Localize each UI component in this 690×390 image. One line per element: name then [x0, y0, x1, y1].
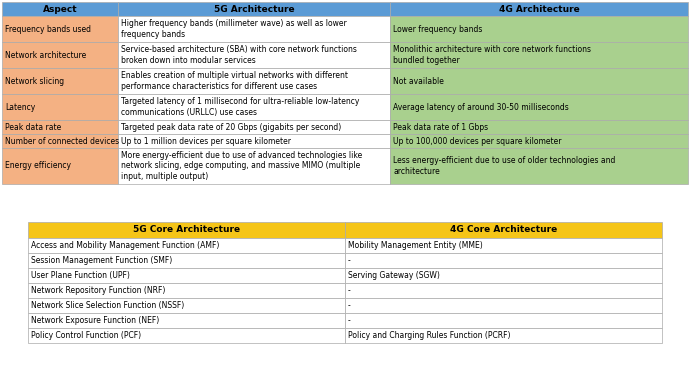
Text: Network slicing: Network slicing — [5, 76, 64, 85]
Bar — [390, 148, 688, 184]
Bar — [2, 68, 118, 94]
Text: 4G Core Architecture: 4G Core Architecture — [450, 225, 557, 234]
Bar — [118, 42, 390, 68]
Bar — [345, 313, 662, 328]
Text: Mobility Management Entity (MME): Mobility Management Entity (MME) — [348, 241, 483, 250]
Text: Up to 1 million devices per square kilometer: Up to 1 million devices per square kilom… — [121, 136, 291, 145]
Text: Average latency of around 30-50 milliseconds: Average latency of around 30-50 millisec… — [393, 103, 569, 112]
Text: Latency: Latency — [5, 103, 35, 112]
Bar — [390, 120, 688, 134]
Text: Serving Gateway (SGW): Serving Gateway (SGW) — [348, 271, 440, 280]
Text: 4G Architecture: 4G Architecture — [499, 5, 580, 14]
Text: Network architecture: Network architecture — [5, 50, 86, 60]
Text: Network Exposure Function (NEF): Network Exposure Function (NEF) — [31, 316, 159, 325]
Bar — [118, 68, 390, 94]
Bar — [118, 94, 390, 120]
Text: Policy and Charging Rules Function (PCRF): Policy and Charging Rules Function (PCRF… — [348, 331, 511, 340]
Text: Energy efficiency: Energy efficiency — [5, 161, 71, 170]
Text: Frequency bands used: Frequency bands used — [5, 25, 91, 34]
Bar — [390, 134, 688, 148]
Bar — [345, 298, 662, 313]
Bar — [2, 134, 118, 148]
Bar — [118, 16, 390, 42]
Bar — [390, 2, 688, 16]
Bar — [345, 253, 662, 268]
Bar — [345, 328, 662, 343]
Text: 5G Architecture: 5G Architecture — [214, 5, 295, 14]
Text: Targeted latency of 1 millisecond for ultra-reliable low-latency
communications : Targeted latency of 1 millisecond for ul… — [121, 97, 359, 117]
Text: Targeted peak data rate of 20 Gbps (gigabits per second): Targeted peak data rate of 20 Gbps (giga… — [121, 122, 342, 131]
Text: Up to 100,000 devices per square kilometer: Up to 100,000 devices per square kilomet… — [393, 136, 562, 145]
Bar — [28, 283, 345, 298]
Bar — [28, 238, 345, 253]
Bar — [345, 268, 662, 283]
Text: Enables creation of multiple virtual networks with different
performance charact: Enables creation of multiple virtual net… — [121, 71, 348, 91]
Bar — [2, 94, 118, 120]
Bar — [345, 238, 662, 253]
Bar — [28, 298, 345, 313]
Bar — [390, 68, 688, 94]
Bar — [345, 222, 662, 238]
Bar — [2, 120, 118, 134]
Text: Network Repository Function (NRF): Network Repository Function (NRF) — [31, 286, 166, 295]
Bar — [390, 94, 688, 120]
Bar — [28, 313, 345, 328]
Text: Not available: Not available — [393, 76, 444, 85]
Bar — [2, 148, 118, 184]
Text: Aspect: Aspect — [43, 5, 77, 14]
Bar — [28, 268, 345, 283]
Bar — [345, 283, 662, 298]
Bar — [2, 16, 118, 42]
Text: -: - — [348, 316, 351, 325]
Bar — [118, 120, 390, 134]
Text: -: - — [348, 286, 351, 295]
Bar — [118, 2, 390, 16]
Bar — [118, 134, 390, 148]
Bar — [28, 222, 345, 238]
Text: Network Slice Selection Function (NSSF): Network Slice Selection Function (NSSF) — [31, 301, 184, 310]
Text: 5G Core Architecture: 5G Core Architecture — [133, 225, 240, 234]
Text: Peak data rate of 1 Gbps: Peak data rate of 1 Gbps — [393, 122, 488, 131]
Text: Lower frequency bands: Lower frequency bands — [393, 25, 482, 34]
Bar — [118, 148, 390, 184]
Text: Service-based architecture (SBA) with core network functions
broken down into mo: Service-based architecture (SBA) with co… — [121, 45, 357, 65]
Text: Less energy-efficient due to use of older technologies and
architecture: Less energy-efficient due to use of olde… — [393, 156, 615, 176]
Text: Policy Control Function (PCF): Policy Control Function (PCF) — [31, 331, 141, 340]
Text: Session Management Function (SMF): Session Management Function (SMF) — [31, 256, 172, 265]
Text: More energy-efficient due to use of advanced technologies like
network slicing, : More energy-efficient due to use of adva… — [121, 151, 362, 181]
Text: Number of connected devices: Number of connected devices — [5, 136, 119, 145]
Text: User Plane Function (UPF): User Plane Function (UPF) — [31, 271, 130, 280]
Bar — [2, 42, 118, 68]
Text: -: - — [348, 301, 351, 310]
Text: Access and Mobility Management Function (AMF): Access and Mobility Management Function … — [31, 241, 219, 250]
Text: -: - — [348, 256, 351, 265]
Text: Peak data rate: Peak data rate — [5, 122, 61, 131]
Bar — [390, 42, 688, 68]
Bar — [2, 2, 118, 16]
Bar — [28, 328, 345, 343]
Text: Higher frequency bands (millimeter wave) as well as lower
frequency bands: Higher frequency bands (millimeter wave)… — [121, 19, 347, 39]
Bar — [390, 16, 688, 42]
Bar — [28, 253, 345, 268]
Text: Monolithic architecture with core network functions
bundled together: Monolithic architecture with core networ… — [393, 45, 591, 65]
